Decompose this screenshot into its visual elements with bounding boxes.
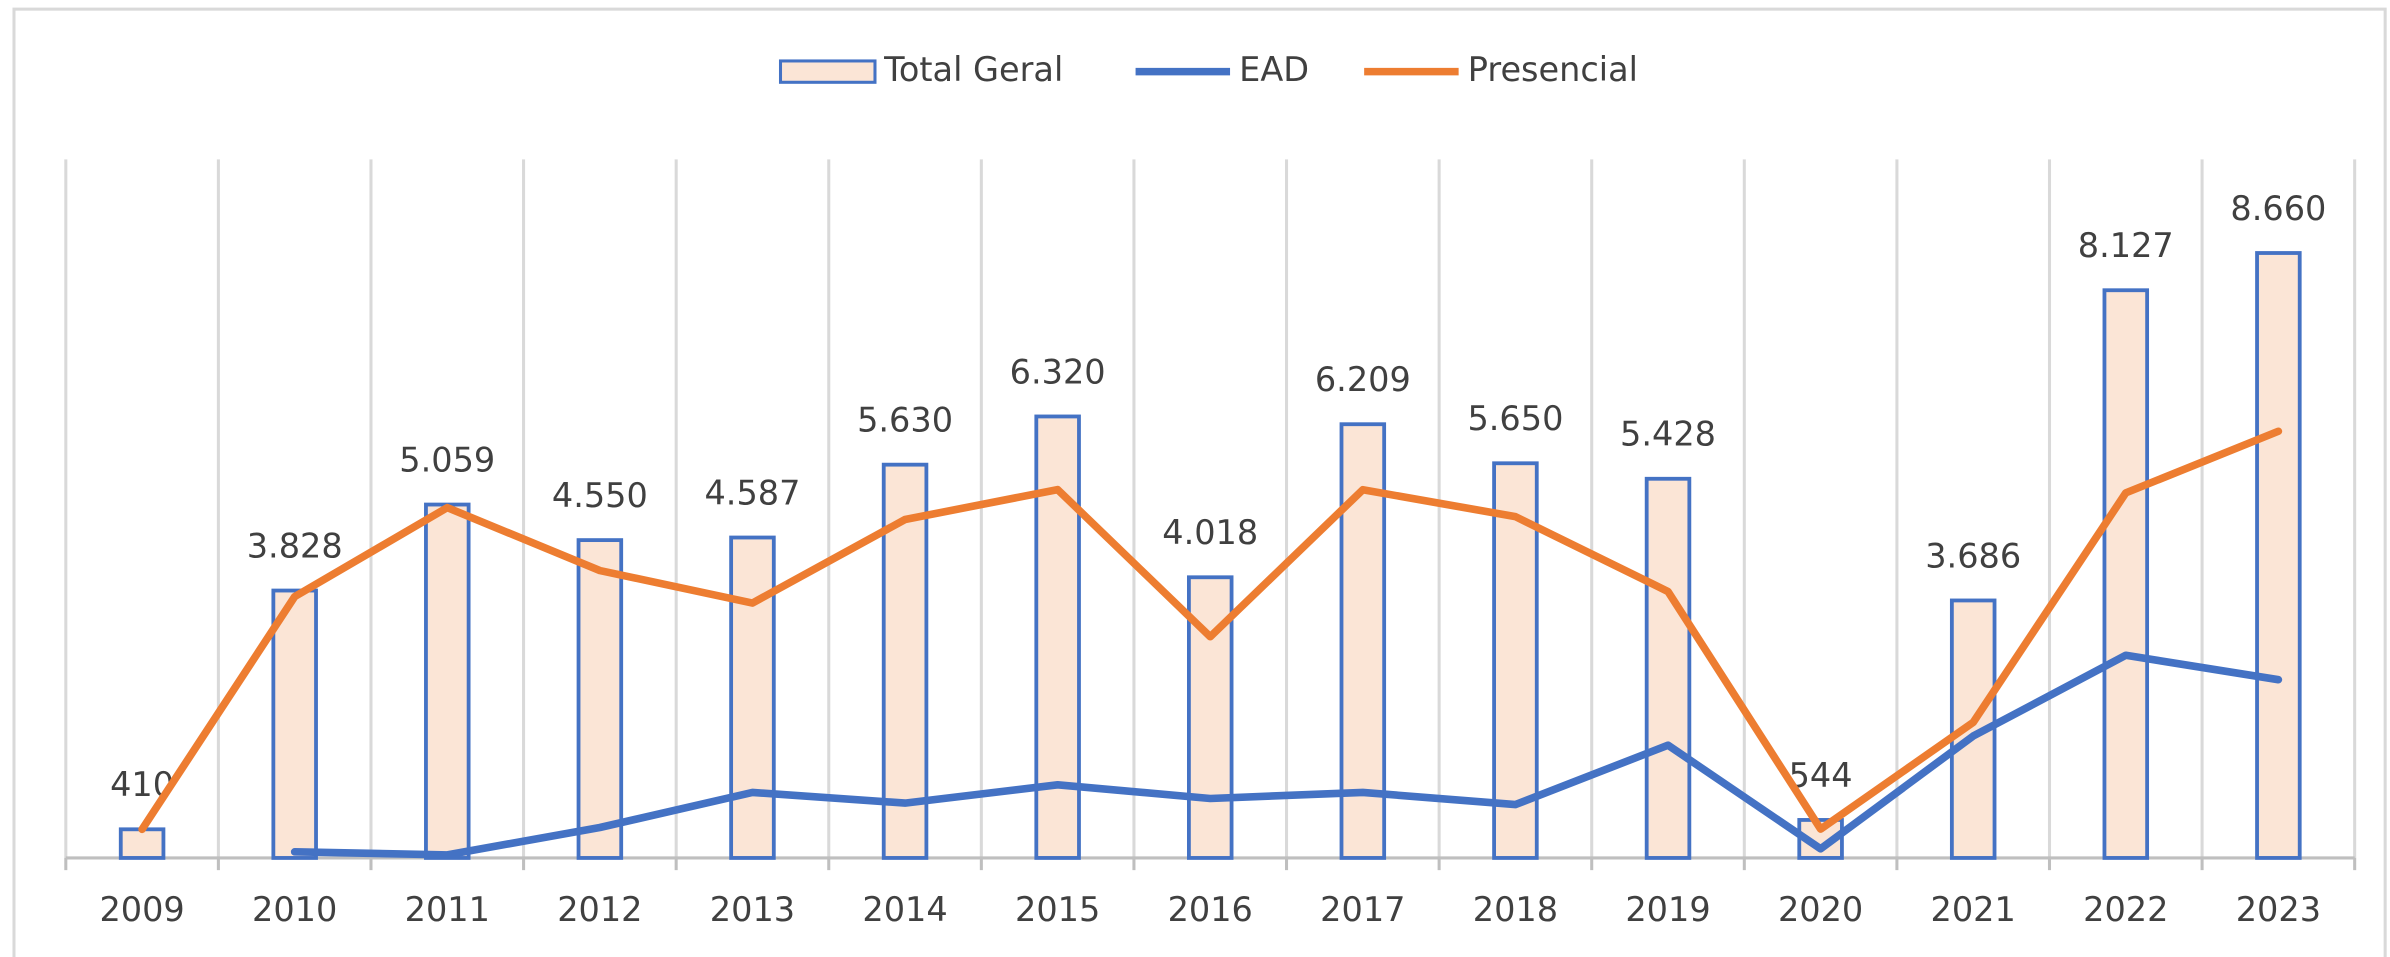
data-label: 8.127 bbox=[2078, 226, 2174, 265]
line-series bbox=[138, 427, 2283, 834]
bar bbox=[1492, 461, 1539, 860]
data-label: 4.018 bbox=[1162, 513, 1258, 552]
legend-label: Total Geral bbox=[883, 50, 1063, 89]
bar bbox=[2255, 251, 2302, 860]
bar bbox=[118, 827, 166, 860]
legend-swatch bbox=[778, 59, 877, 84]
bar bbox=[2102, 288, 2150, 860]
x-tick-label: 2018 bbox=[1473, 890, 1558, 929]
bar bbox=[1339, 422, 1387, 860]
x-tick-label: 2013 bbox=[710, 890, 795, 929]
legend-label: Presencial bbox=[1468, 50, 1638, 89]
legend-label: EAD bbox=[1239, 50, 1309, 89]
line-series bbox=[290, 651, 2283, 859]
data-label: 544 bbox=[1789, 756, 1853, 795]
bar bbox=[576, 538, 624, 860]
data-label: 5.630 bbox=[857, 400, 953, 439]
x-tick-label: 2011 bbox=[405, 890, 490, 929]
x-tick-label: 2009 bbox=[99, 890, 184, 929]
data-label: 4.550 bbox=[552, 476, 648, 515]
data-label: 5.059 bbox=[399, 440, 495, 479]
x-tick-label: 2019 bbox=[1625, 890, 1710, 929]
data-label: 3.686 bbox=[1925, 536, 2021, 575]
data-label: 5.428 bbox=[1620, 415, 1716, 454]
data-label: 4.587 bbox=[704, 473, 800, 512]
bar bbox=[424, 502, 471, 860]
x-tick-label: 2016 bbox=[1168, 890, 1253, 929]
x-tick-label: 2017 bbox=[1320, 890, 1405, 929]
x-tick-label: 2021 bbox=[1931, 890, 2016, 929]
data-label: 3.828 bbox=[247, 526, 343, 565]
data-label: 8.660 bbox=[2230, 189, 2326, 228]
data-label: 6.320 bbox=[1010, 352, 1106, 391]
x-tick-label: 2010 bbox=[252, 890, 337, 929]
data-label: 5.650 bbox=[1467, 399, 1563, 438]
x-tick-label: 2014 bbox=[862, 890, 947, 929]
x-tick-label: 2020 bbox=[1778, 890, 1863, 929]
bar bbox=[1034, 414, 1081, 860]
data-label: 6.209 bbox=[1315, 360, 1411, 399]
x-tick-label: 2023 bbox=[2236, 890, 2321, 929]
bar bbox=[271, 588, 318, 860]
x-tick-label: 2022 bbox=[2083, 890, 2168, 929]
x-tick-label: 2012 bbox=[557, 890, 642, 929]
bar bbox=[729, 535, 776, 860]
bar bbox=[1644, 476, 1692, 860]
x-tick-label: 2015 bbox=[1015, 890, 1100, 929]
